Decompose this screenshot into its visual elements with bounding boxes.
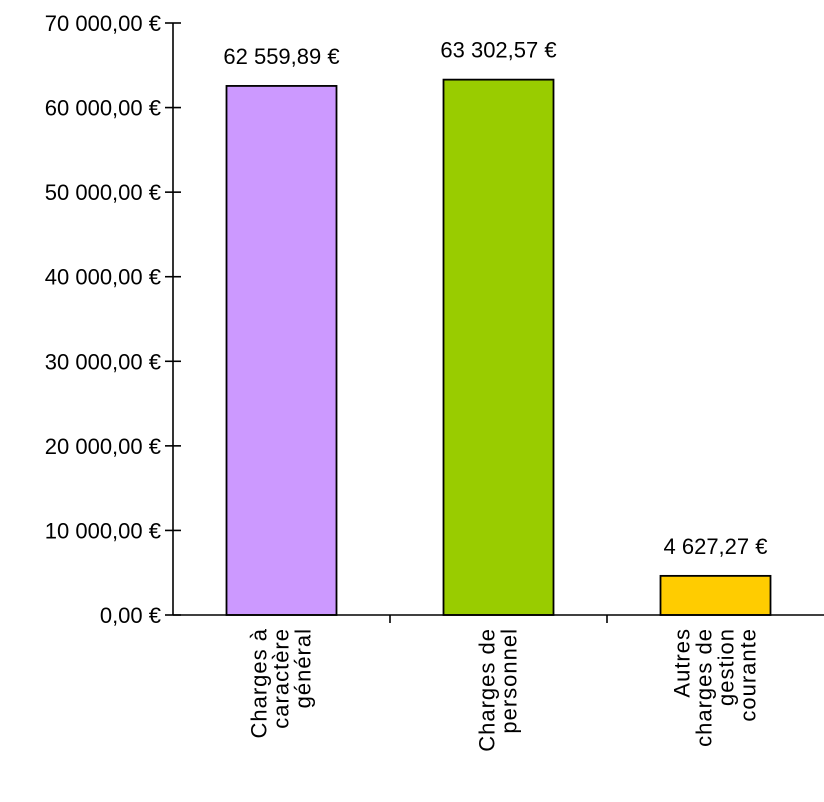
y-tick-label: 10 000,00 € [45, 518, 161, 543]
x-category-label-line: gestion [714, 628, 739, 706]
data-label: 63 302,57 € [440, 38, 556, 63]
y-tick-label: 0,00 € [100, 603, 161, 628]
bar [442, 78, 555, 616]
data-label: 4 627,27 € [664, 534, 768, 559]
x-category-label-line: caractère [269, 628, 294, 729]
y-axis-ticks: 0,00 € 10 000,00 € 20 000,00 € 30 000,00 € 4… [45, 11, 181, 628]
axes [172, 23, 824, 623]
bar [225, 85, 338, 616]
data-labels: 62 559,89 € 63 302,57 € 4 627,27 € [223, 38, 767, 559]
x-category-label-line: général [291, 628, 316, 708]
y-tick-label: 40 000,00 € [45, 265, 161, 290]
y-tick-label: 20 000,00 € [45, 434, 161, 459]
y-tick-label: 60 000,00 € [45, 96, 161, 121]
x-category-label-line: Autres [670, 628, 695, 698]
bar [659, 574, 772, 616]
data-label: 62 559,89 € [223, 44, 339, 69]
bars [225, 78, 772, 616]
x-category-label-line: Charges à [247, 628, 272, 739]
x-category-label-line: charges de [692, 628, 717, 747]
x-category-label-line: Charges de [475, 628, 500, 752]
x-category-label-line: courante [736, 628, 761, 722]
x-category-label-line: personnel [497, 628, 522, 734]
y-tick-label: 50 000,00 € [45, 180, 161, 205]
y-tick-label: 30 000,00 € [45, 349, 161, 374]
y-tick-label: 70 000,00 € [45, 11, 161, 36]
